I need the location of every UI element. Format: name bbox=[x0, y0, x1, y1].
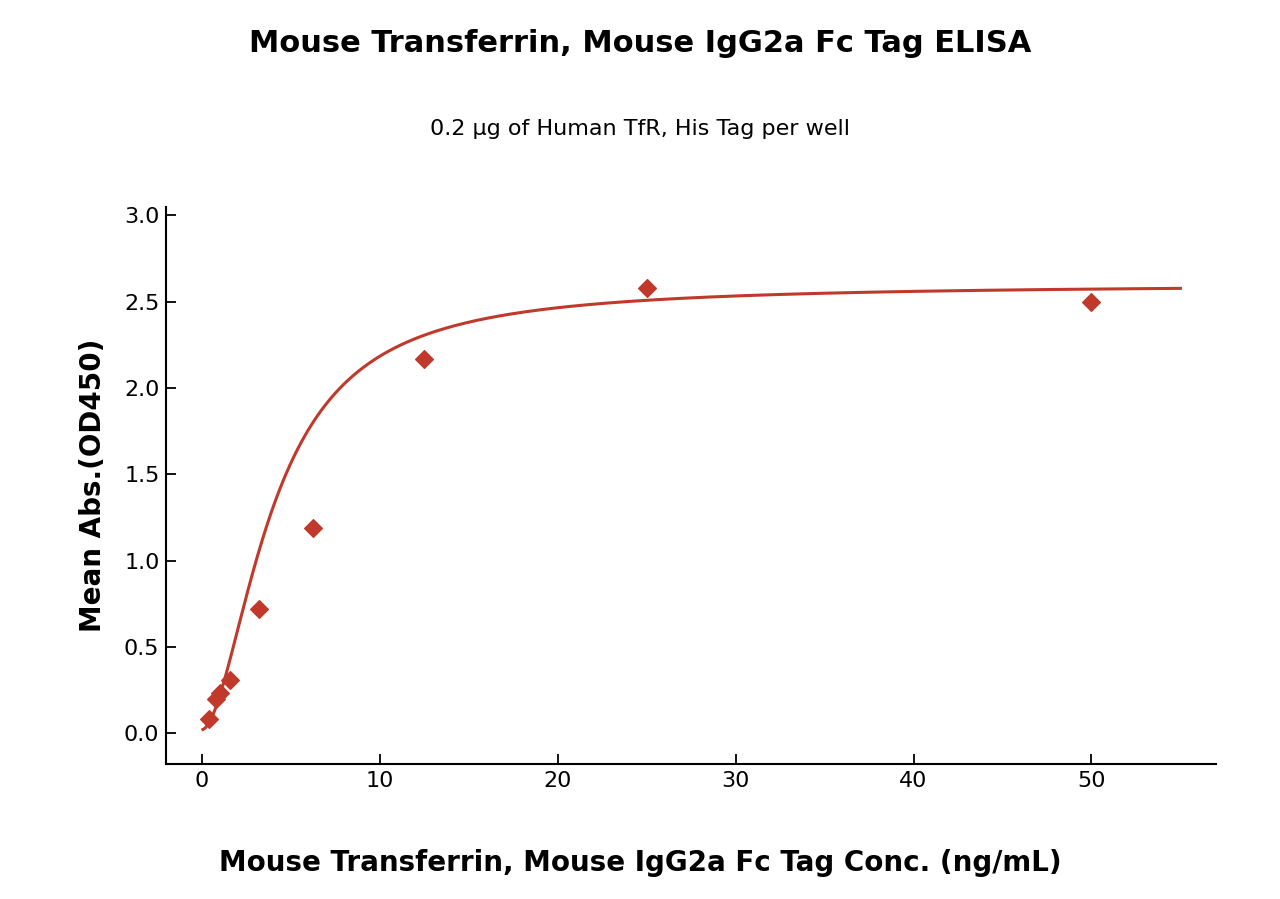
Point bbox=[415, 352, 435, 366]
Point bbox=[210, 686, 230, 700]
Point bbox=[198, 712, 219, 726]
Point bbox=[636, 280, 657, 295]
Point bbox=[1082, 295, 1102, 309]
Text: 0.2 μg of Human TfR, His Tag per well: 0.2 μg of Human TfR, His Tag per well bbox=[430, 120, 850, 139]
Text: Mouse Transferrin, Mouse IgG2a Fc Tag Conc. (ng/mL): Mouse Transferrin, Mouse IgG2a Fc Tag Co… bbox=[219, 849, 1061, 877]
Point bbox=[303, 521, 324, 535]
Point bbox=[206, 691, 227, 706]
Y-axis label: Mean Abs.(OD450): Mean Abs.(OD450) bbox=[79, 339, 108, 632]
Text: Mouse Transferrin, Mouse IgG2a Fc Tag ELISA: Mouse Transferrin, Mouse IgG2a Fc Tag EL… bbox=[248, 30, 1032, 58]
Point bbox=[248, 601, 269, 616]
Point bbox=[220, 672, 241, 687]
